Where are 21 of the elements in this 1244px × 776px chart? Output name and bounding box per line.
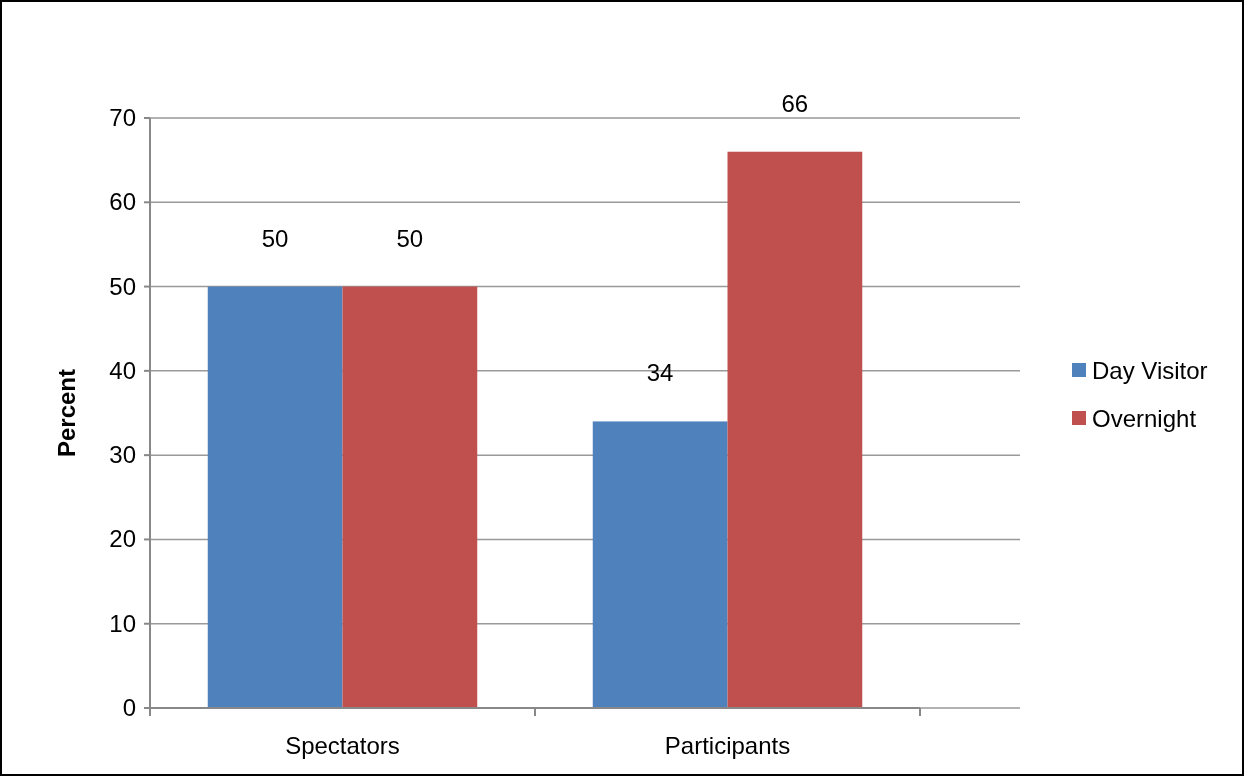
y-axis-title: Percent [53,368,80,458]
bar [592,421,728,708]
y-tick-label: 10 [109,609,136,637]
y-tick-label: 70 [109,104,136,131]
data-label: 50 [396,224,424,252]
y-tick-label: 0 [122,694,136,721]
x-tick-label: Spectators [285,732,400,759]
bar [207,286,343,708]
y-tick-label: 40 [109,356,136,384]
legend-label: Day Visitor [1092,357,1208,384]
x-tick-label: Participants [664,732,791,759]
y-tick-label: 20 [109,525,136,553]
bar [727,151,863,708]
data-label: 34 [646,359,674,387]
bar [342,286,478,708]
legend-label: Overnight [1092,405,1197,432]
y-tick-label: 60 [109,188,136,216]
y-tick-label: 50 [109,272,136,300]
y-tick-label: 30 [109,441,136,469]
data-label: 66 [781,89,809,117]
data-label: 50 [261,224,289,252]
